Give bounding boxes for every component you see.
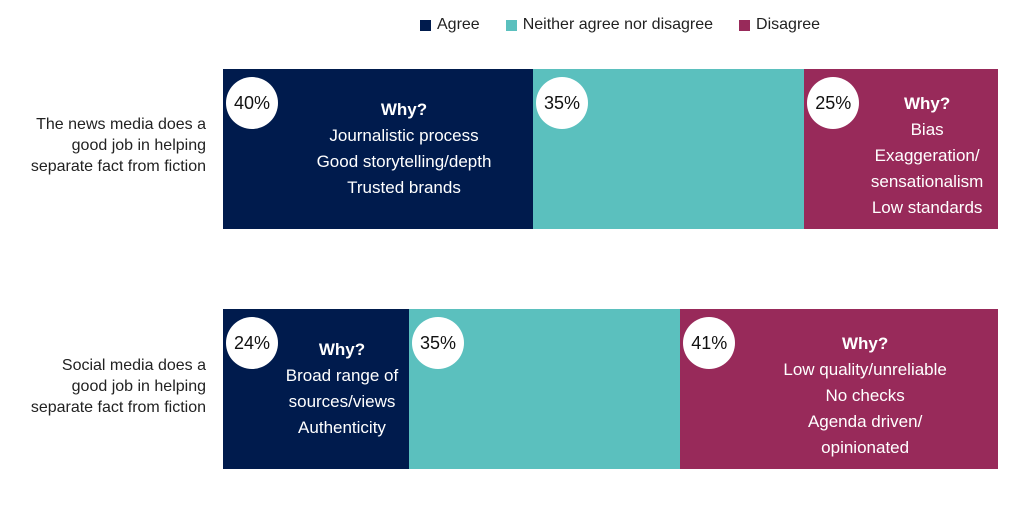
annotation-line: sensationalism: [870, 172, 984, 191]
row-label-social-media: Social media does a good job in helping …: [0, 355, 206, 418]
row-label-line: Social media does a: [61, 357, 206, 374]
annotation-line: Agenda driven/: [807, 412, 923, 431]
legend-swatch-disagree: [739, 19, 751, 31]
annotation-title: Why?: [380, 100, 428, 119]
legend-label-agree: Agree: [437, 16, 480, 33]
legend-item-neither: Neither agree nor disagree: [505, 16, 714, 34]
annotation-line: Broad range of: [285, 366, 399, 385]
annotation-title: Why?: [318, 340, 366, 359]
legend-label-disagree: Disagree: [756, 16, 821, 33]
legend-swatch-neither: [505, 19, 517, 31]
annotation-news-media-disagree: Why? Bias Exaggeration/sensationalism Low s…: [856, 91, 998, 221]
legend-item-disagree: Disagree: [739, 16, 820, 34]
row-label-news-media: The news media does a good job in helpin…: [0, 114, 206, 177]
annotation-social-media-agree: Why? Broad range of sources/views Authentic…: [275, 337, 409, 441]
annotation-social-media-disagree: Why? Low quality/unreliable No checks Agend…: [732, 331, 998, 461]
row-label-line: separate fact from fiction: [30, 158, 206, 175]
row-label-line: good job in helping: [71, 378, 206, 395]
legend: Agree Neither agree nor disagree Disagre…: [420, 14, 846, 36]
data-label-social-media-disagree: 41%: [683, 317, 736, 369]
data-label-news-media-disagree: 25%: [807, 77, 860, 129]
data-label-social-media-agree: 24%: [226, 317, 278, 369]
legend-swatch-agree: [420, 19, 431, 31]
annotation-line: Low standards: [871, 198, 983, 217]
row-label-line: separate fact from fiction: [30, 399, 206, 416]
annotation-line: Exaggeration/: [874, 146, 980, 165]
data-label-news-media-neither-agree-nor-disagree: 35%: [536, 77, 588, 129]
annotation-news-media-agree: Why? Journalistic process Good storytellin…: [275, 97, 533, 201]
annotation-line: Journalistic process: [329, 126, 479, 145]
annotation-line: Low quality/unreliable: [783, 360, 947, 379]
annotation-line: Trusted brands: [347, 178, 461, 197]
annotation-line: No checks: [825, 386, 905, 405]
legend-item-agree: Agree: [420, 16, 480, 34]
data-label-social-media-neither-agree-nor-disagree: 35%: [412, 317, 464, 369]
data-label-news-media-agree: 40%: [226, 77, 278, 129]
annotation-title: Why?: [903, 94, 951, 113]
annotation-line: opinionated: [821, 438, 910, 457]
legend-label-neither: Neither agree nor disagree: [522, 16, 714, 33]
row-label-line: The news media does a: [36, 116, 206, 133]
annotation-line: Bias: [910, 120, 944, 139]
annotation-title: Why?: [841, 334, 889, 353]
annotation-line: sources/views: [288, 392, 396, 411]
row-label-line: good job in helping: [71, 137, 206, 154]
annotation-line: Authenticity: [298, 418, 386, 437]
annotation-line: Good storytelling/depth: [316, 152, 492, 171]
